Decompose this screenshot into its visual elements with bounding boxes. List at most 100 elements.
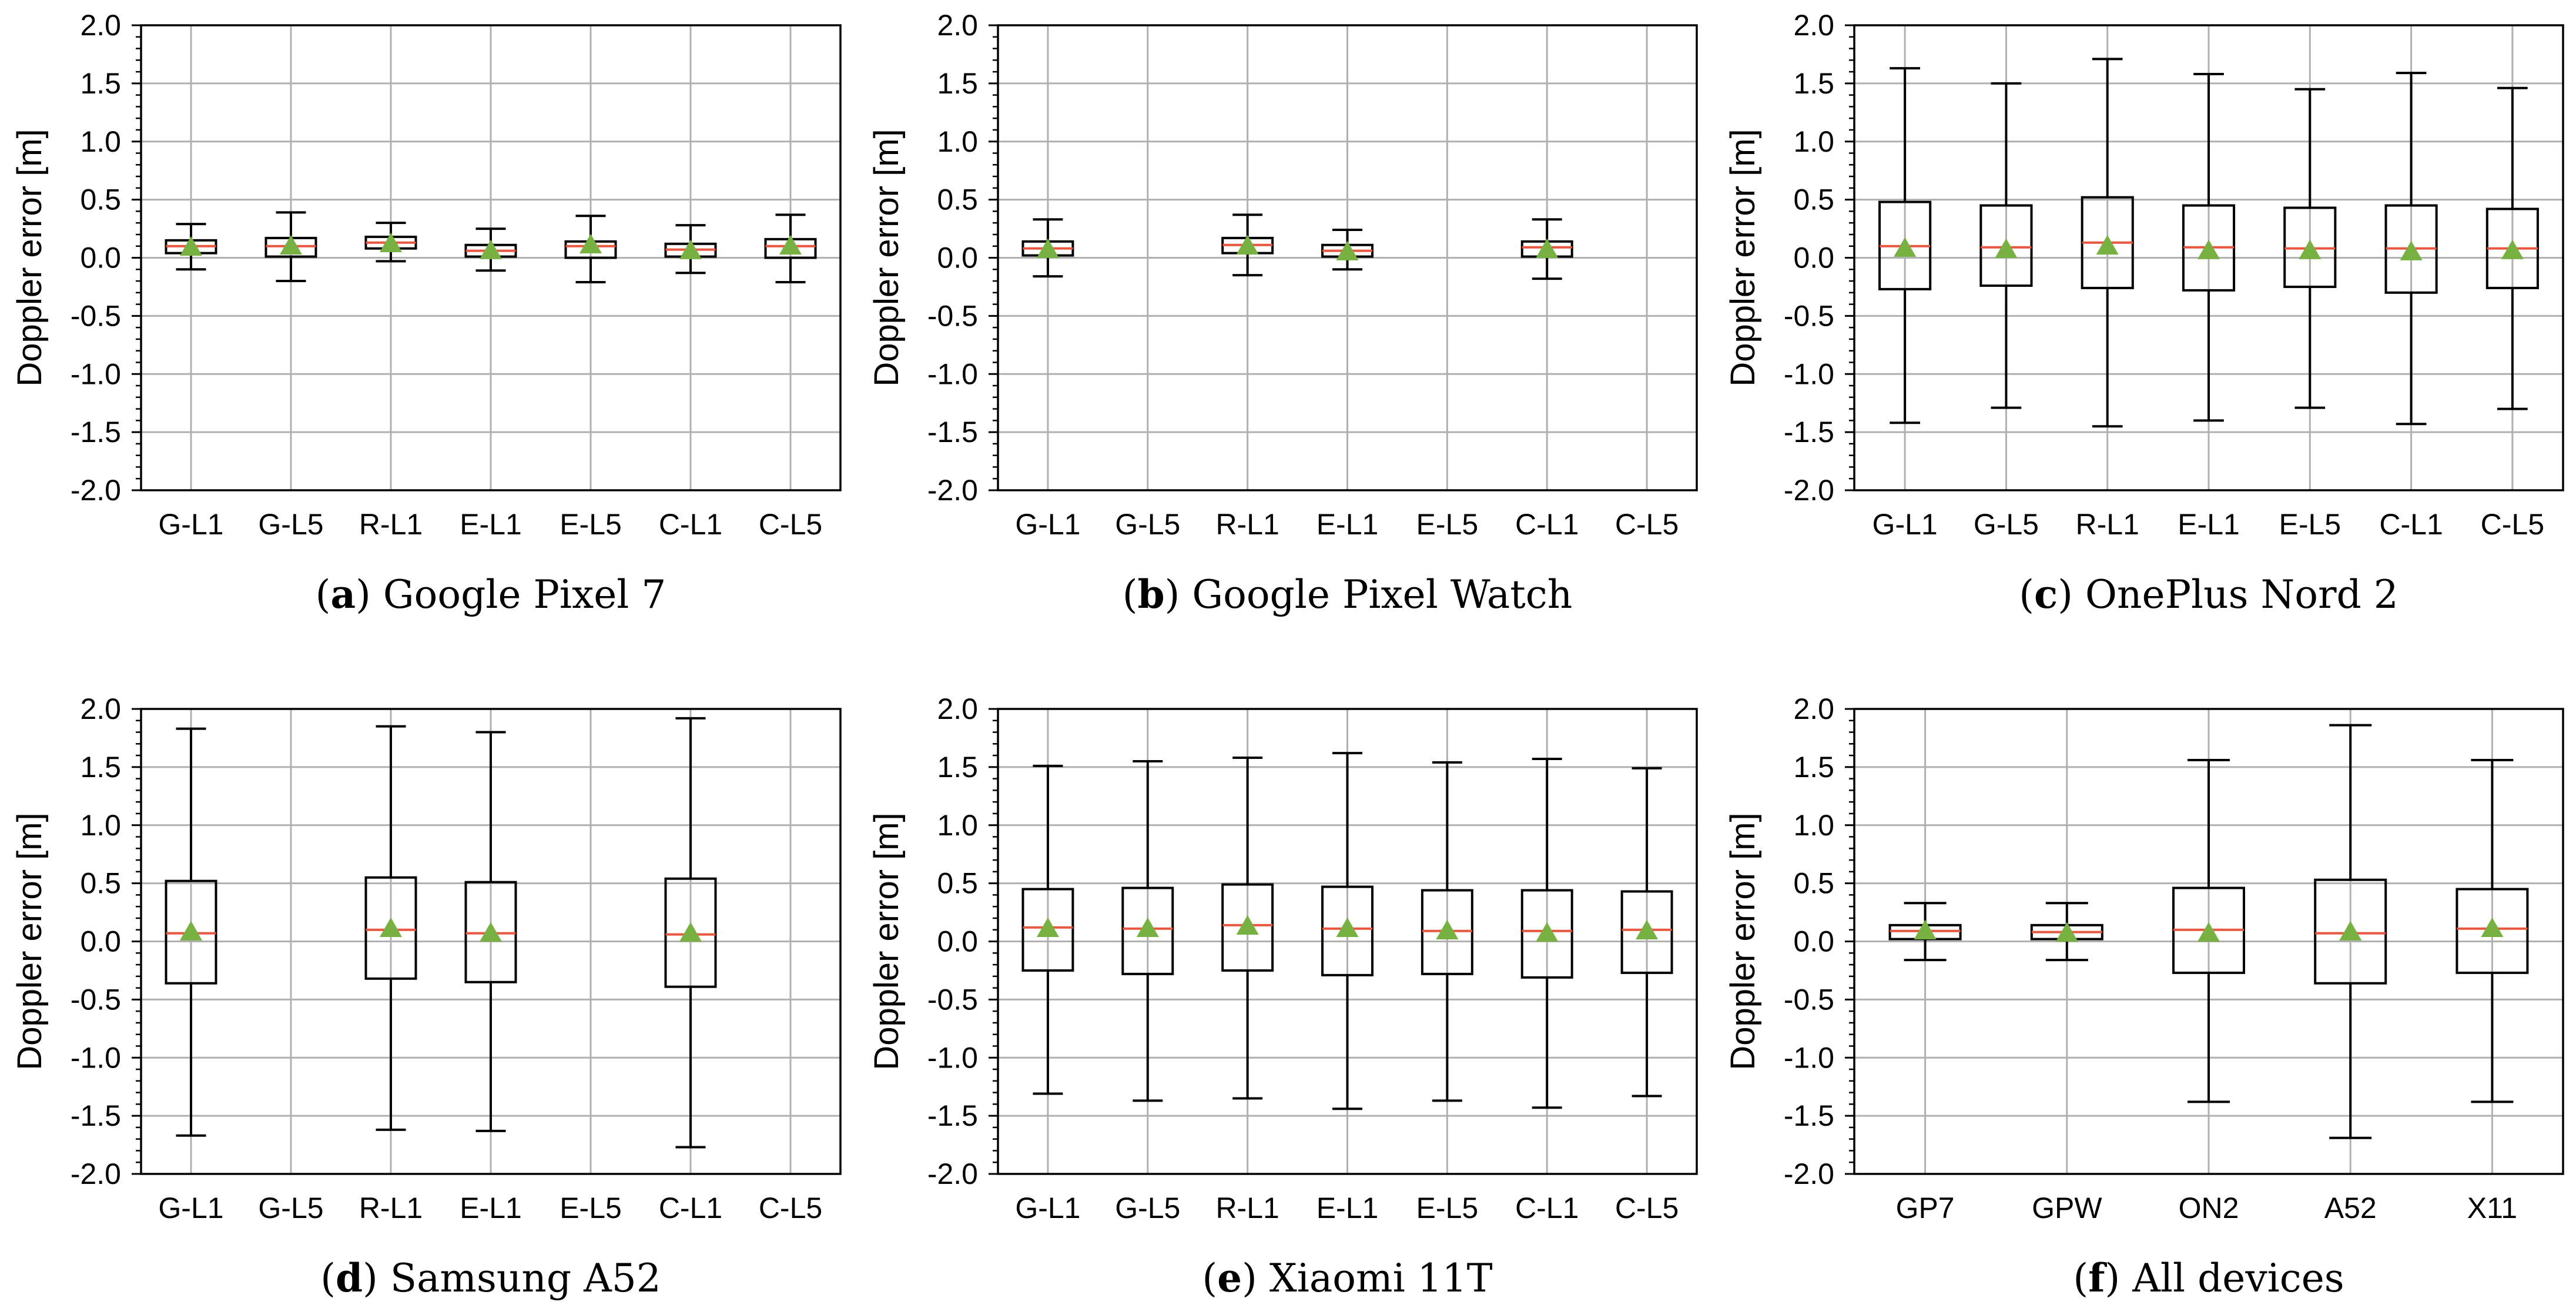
y-tick-label: 2.0	[937, 692, 978, 725]
mean-marker	[180, 921, 202, 941]
x-tick-label: C-L1	[1515, 508, 1579, 541]
mean-marker	[2481, 917, 2504, 937]
box-R-L1	[2081, 58, 2134, 428]
x-tick-label: G-L5	[1115, 1192, 1180, 1224]
y-tick-label: -1.0	[1784, 357, 1834, 390]
x-tick-label: R-L1	[359, 1192, 423, 1224]
y-tick-label: 2.0	[80, 692, 121, 725]
plot-frame	[140, 24, 842, 491]
y-tick-label: 0.0	[80, 242, 121, 275]
mean-marker	[1236, 235, 1259, 255]
y-tick-label: 0.5	[80, 183, 121, 216]
x-tick-label: R-L1	[1215, 508, 1279, 541]
caption-letter: a	[330, 571, 356, 617]
subplot-f: -2.0 -1.5 -1.0 -0.5 0.0 0.5 1.0 1.5 2.0 GP7 GPW ON2…	[1724, 692, 2564, 1301]
subplot-caption: (b) Google Pixel Watch	[1123, 571, 1573, 617]
y-tick-label: 1.0	[937, 125, 978, 158]
box-E-L5	[1421, 761, 1473, 1102]
box-R-L1	[364, 725, 417, 1131]
x-tick-label: R-L1	[359, 508, 423, 541]
y-tick-label: -2.0	[71, 1157, 121, 1190]
x-tick-label: R-L1	[2076, 508, 2139, 541]
x-tick-label: E-L5	[560, 1192, 622, 1224]
y-axis-label: Doppler error [m]	[867, 129, 906, 386]
box-G-L1	[1021, 764, 1074, 1095]
subplot-e: -2.0 -1.5 -1.0 -0.5 0.0 0.5 1.0 1.5 2.0 G-L1 G-L5 R…	[867, 692, 1698, 1301]
mean-marker	[2198, 239, 2220, 259]
subplot-a: -2.0 -1.5 -1.0 -0.5 0.0 0.5 1.0 1.5 2.0 G-L1 G-L5 R…	[11, 9, 842, 617]
y-tick-label: 1.0	[80, 125, 121, 158]
y-tick-label: -1.0	[1784, 1041, 1834, 1074]
y-tick-label: -0.5	[71, 299, 121, 332]
plot-frame	[997, 24, 1698, 491]
subplot-b: -2.0 -1.5 -1.0 -0.5 0.0 0.5 1.0 1.5 2.0 G-L1 G-L5 R…	[867, 9, 1698, 617]
y-axis-label: Doppler error [m]	[867, 812, 906, 1070]
x-tick-label: G-L1	[158, 508, 223, 541]
box-G-L5	[264, 211, 317, 283]
y-tick-label: -1.5	[1784, 416, 1834, 449]
box-C-L1	[1520, 218, 1573, 280]
mean-marker	[579, 233, 602, 253]
box-G-L5	[1979, 82, 2033, 409]
box-C-L5	[1620, 767, 1673, 1097]
y-tick-label: -1.0	[71, 1041, 121, 1074]
y-tick-label: -2.0	[71, 474, 121, 507]
x-tick-label: E-L1	[460, 1192, 522, 1224]
x-tick-label: C-L5	[1615, 508, 1679, 541]
x-tick-label: X11	[2467, 1192, 2517, 1224]
mean-marker	[1914, 919, 1937, 939]
y-tick-label: -0.5	[1784, 983, 1834, 1016]
y-tick-label: 2.0	[937, 9, 978, 42]
x-tick-label: GPW	[2032, 1192, 2102, 1224]
x-tick-label: C-L5	[1615, 1192, 1679, 1224]
mean-marker	[1636, 919, 1659, 939]
x-tick-label: C-L5	[759, 508, 822, 541]
x-tick-label: G-L1	[1015, 508, 1080, 541]
box-G-L5	[1121, 759, 1174, 1102]
subplot-c: -2.0 -1.5 -1.0 -0.5 0.0 0.5 1.0 1.5 2.0 G-L1 G-L5 R…	[1724, 9, 2564, 617]
caption-text: Samsung A52	[390, 1256, 661, 1301]
x-tick-label: E-L1	[1317, 508, 1379, 541]
mean-marker	[2055, 922, 2078, 942]
mean-marker	[1036, 917, 1059, 937]
y-tick-label: -1.5	[1784, 1099, 1834, 1132]
box-ON2	[2172, 759, 2245, 1103]
box-E-L1	[464, 227, 517, 272]
y-axis-label: Doppler error [m]	[1724, 129, 1762, 386]
box-iqr	[2314, 878, 2387, 985]
y-tick-label: 1.5	[937, 751, 978, 784]
box-C-L5	[764, 213, 817, 284]
x-tick-label: G-L5	[258, 1192, 323, 1224]
mean-marker	[1995, 238, 2018, 258]
subplot-caption: (c) OnePlus Nord 2	[2019, 571, 2398, 617]
box-iqr	[1221, 883, 1274, 972]
y-tick-label: -2.0	[1784, 474, 1834, 507]
box-GP7	[1888, 902, 1962, 962]
y-tick-label: 0.5	[937, 867, 978, 900]
x-tick-label: E-L5	[1416, 508, 1479, 541]
mean-marker	[1036, 238, 1059, 258]
x-tick-label: E-L1	[1317, 1192, 1379, 1224]
y-tick-label: -1.0	[927, 1041, 978, 1074]
y-tick-label: 0.5	[1793, 183, 1834, 216]
x-tick-label: C-L5	[759, 1192, 822, 1224]
caption-letter: f	[2088, 1255, 2107, 1301]
y-tick-label: 0.0	[1793, 242, 1834, 275]
y-tick-label: -2.0	[1784, 1157, 1834, 1190]
y-tick-label: 0.5	[937, 183, 978, 216]
x-tick-label: E-L5	[2279, 508, 2341, 541]
box-G-L1	[165, 727, 217, 1137]
box-R-L1	[1221, 757, 1274, 1100]
mean-marker	[280, 235, 302, 255]
mean-marker	[1236, 915, 1259, 935]
box-iqr	[1021, 888, 1074, 972]
y-tick-label: 1.5	[1793, 751, 1834, 784]
y-tick-label: 0.5	[80, 867, 121, 900]
box-E-L5	[564, 215, 617, 284]
subplot-caption: (a) Google Pixel 7	[316, 571, 666, 617]
box-E-L1	[2182, 73, 2236, 422]
caption-letter: d	[336, 1255, 363, 1301]
y-tick-label: 1.0	[937, 809, 978, 842]
mean-marker	[779, 235, 802, 255]
